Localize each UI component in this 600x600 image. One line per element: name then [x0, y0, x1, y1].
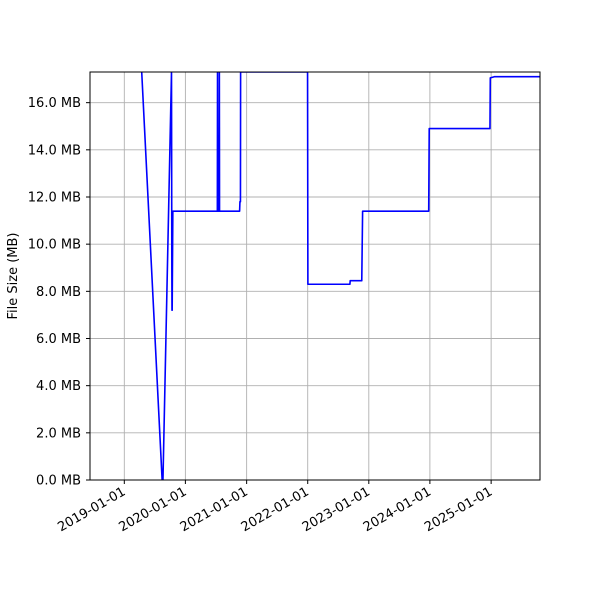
x-tick-label: 2021-01-01: [178, 484, 251, 535]
ticks: 0.0 MB 2.0 MB 4.0 MB 6.0 MB 8.0 MB 10.0 MB 12.…: [28, 96, 495, 535]
series-layer: [140, 72, 540, 480]
plot-frame: [89, 71, 541, 481]
y-tick-label: 10.0 MB: [28, 238, 81, 253]
y-tick-label: 16.0 MB: [28, 96, 81, 111]
x-tick-label: 2023-01-01: [300, 484, 373, 535]
x-tick-label: 2025-01-01: [422, 484, 495, 535]
y-tick-label: 4.0 MB: [36, 379, 81, 394]
y-tick-label: 0.0 MB: [36, 474, 81, 489]
y-axis-label: File Size (MB): [6, 233, 21, 320]
y-tick-label: 14.0 MB: [28, 143, 81, 158]
grid: [90, 72, 540, 481]
x-tick-label: 2019-01-01: [55, 484, 128, 535]
y-tick-label: 2.0 MB: [36, 426, 81, 441]
x-tick-label: 2022-01-01: [239, 484, 312, 535]
y-tick-label: 6.0 MB: [36, 332, 81, 347]
series-line: [140, 72, 540, 480]
y-tick-label: 8.0 MB: [36, 285, 81, 300]
x-tick-label: 2024-01-01: [361, 484, 434, 535]
x-tick-label: 2020-01-01: [116, 484, 189, 535]
y-tick-label: 12.0 MB: [28, 190, 81, 205]
